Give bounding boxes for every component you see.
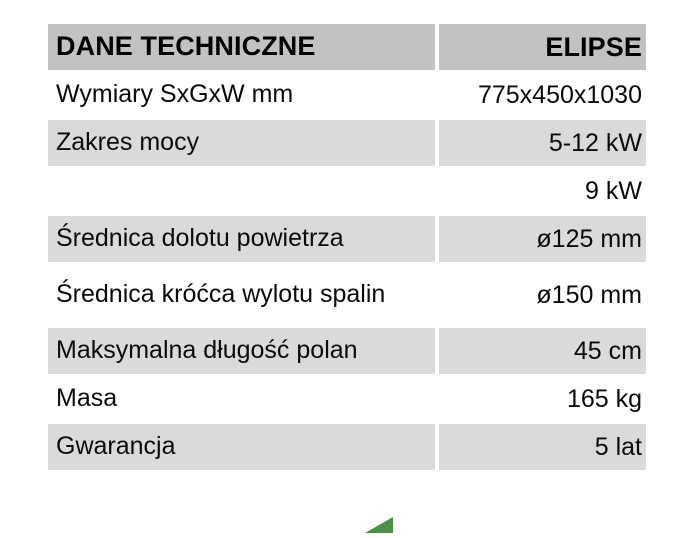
table-row: 9 kW: [48, 168, 646, 214]
row-label-text: Zakres mocy: [56, 128, 200, 157]
row-label-cell: Średnica dolotu powietrza: [48, 216, 435, 262]
row-value-text: ø150 mm: [536, 280, 642, 309]
row-value-cell: 9 kW: [439, 168, 646, 214]
column-divider: [435, 424, 439, 470]
row-label-cell: Masa: [48, 376, 435, 422]
table-header-row: DANE TECHNICZNE ELIPSE: [48, 24, 646, 70]
header-label-text: DANE TECHNICZNE: [56, 31, 316, 62]
table-row: Zakres mocy 5-12 kW: [48, 120, 646, 166]
header-cell-label: DANE TECHNICZNE: [48, 24, 435, 70]
column-divider: [435, 120, 439, 166]
column-divider: [435, 376, 439, 422]
row-value-cell: 45 cm: [439, 328, 646, 374]
row-label-text: Masa: [56, 384, 118, 413]
row-value-cell: ø150 mm: [439, 264, 646, 326]
row-value-cell: 775x450x1030: [439, 72, 646, 118]
row-label-cell: [48, 168, 435, 214]
row-label-text: Maksymalna długość polan: [56, 336, 358, 365]
table-row: Średnica króćca wylotu spalin ø150 mm: [48, 264, 646, 326]
row-label-cell: Gwarancja: [48, 424, 435, 470]
row-value-text: 9 kW: [585, 176, 642, 205]
row-label-text: Średnica króćca wylotu spalin: [56, 280, 386, 309]
row-value-cell: 165 kg: [439, 376, 646, 422]
table-row: Gwarancja 5 lat: [48, 424, 646, 470]
column-divider: [435, 168, 439, 214]
column-divider: [435, 328, 439, 374]
row-value-cell: 5-12 kW: [439, 120, 646, 166]
column-divider: [435, 216, 439, 262]
column-divider: [435, 24, 439, 70]
header-value-text: ELIPSE: [545, 31, 642, 62]
row-label-text: Wymiary SxGxW mm: [56, 80, 294, 109]
row-value-text: ø125 mm: [536, 224, 642, 253]
row-label-cell: Zakres mocy: [48, 120, 435, 166]
row-label-cell: Wymiary SxGxW mm: [48, 72, 435, 118]
row-label-text: Średnica dolotu powietrza: [56, 224, 344, 253]
row-label-cell: Średnica króćca wylotu spalin: [48, 264, 435, 326]
row-value-cell: ø125 mm: [439, 216, 646, 262]
table-row: Wymiary SxGxW mm 775x450x1030: [48, 72, 646, 118]
row-value-text: 5 lat: [594, 432, 642, 461]
row-value-text: 775x450x1030: [477, 80, 642, 109]
row-value-text: 5-12 kW: [548, 128, 642, 157]
green-triangle-tip-icon: [365, 517, 393, 533]
row-value-text: 45 cm: [573, 336, 642, 365]
column-divider: [435, 72, 439, 118]
row-value-text: 165 kg: [566, 384, 642, 413]
technical-specifications-table: DANE TECHNICZNE ELIPSE Wymiary SxGxW mm 7…: [48, 24, 646, 472]
column-divider: [435, 264, 439, 326]
row-label-text: Gwarancja: [56, 432, 176, 461]
row-value-cell: 5 lat: [439, 424, 646, 470]
row-label-cell: Maksymalna długość polan: [48, 328, 435, 374]
table-row: Średnica dolotu powietrza ø125 mm: [48, 216, 646, 262]
header-cell-value: ELIPSE: [439, 24, 646, 70]
table-row: Maksymalna długość polan 45 cm: [48, 328, 646, 374]
table-row: Masa 165 kg: [48, 376, 646, 422]
table-body: Wymiary SxGxW mm 775x450x1030 Zakres mocy 5…: [48, 72, 646, 470]
